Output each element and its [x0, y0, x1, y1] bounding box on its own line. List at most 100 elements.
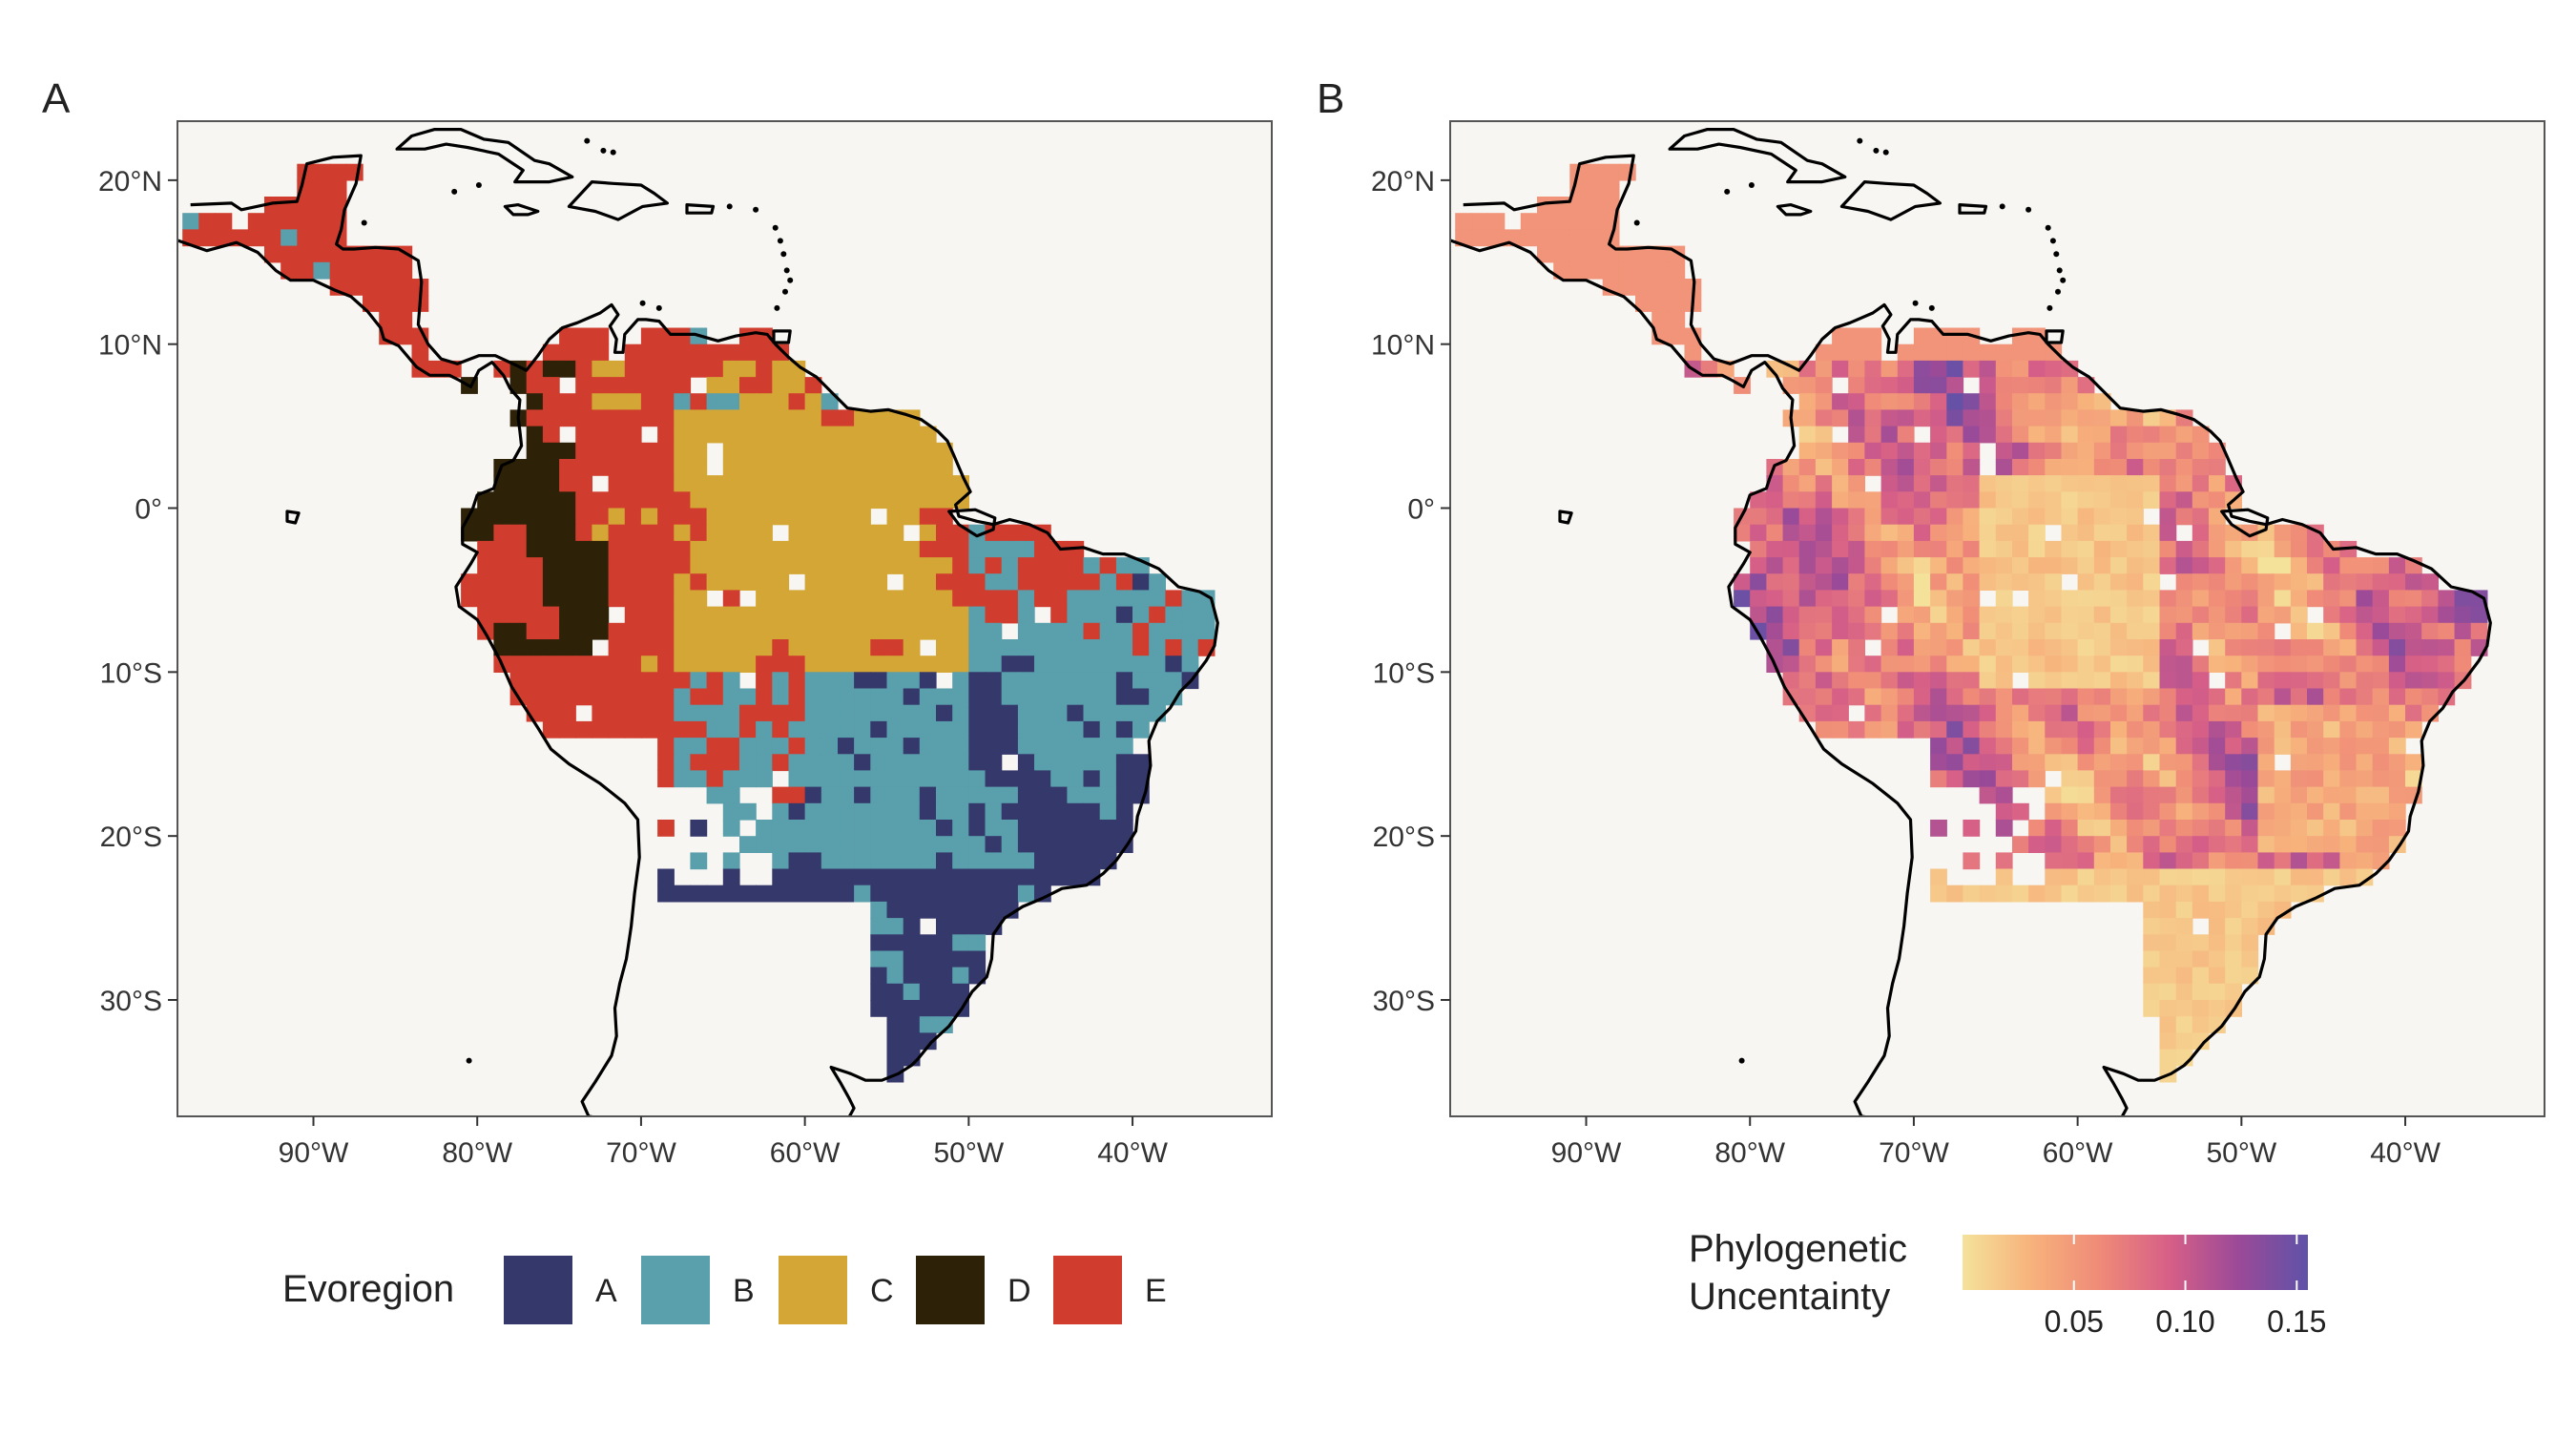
evoregion-cell — [280, 245, 298, 263]
uncertainty-cell — [1913, 343, 1931, 362]
uncertainty-cell — [2372, 606, 2390, 624]
evoregion-cell — [722, 884, 740, 903]
evoregion-cell — [542, 704, 560, 722]
uncertainty-cell — [1537, 197, 1554, 214]
uncertainty-cell — [1832, 540, 1849, 558]
uncertainty-cell — [2290, 852, 2308, 870]
uncertainty-cell — [1880, 524, 1899, 542]
uncertainty-cell — [2143, 1000, 2161, 1017]
evoregion-cell — [706, 656, 724, 673]
evoregion-cell — [919, 704, 937, 722]
evoregion-cell — [854, 704, 871, 722]
uncertainty-cell — [2405, 672, 2422, 690]
uncertainty-cell — [2241, 720, 2259, 739]
evoregion-cell — [363, 261, 380, 280]
uncertainty-cell — [2045, 786, 2063, 804]
coastline-island — [395, 128, 574, 184]
uncertainty-cell — [2159, 934, 2177, 952]
uncertainty-cell — [2045, 622, 2063, 640]
uncertainty-cell — [2143, 606, 2161, 624]
evoregion-cell — [854, 820, 871, 837]
uncertainty-cell — [2209, 1016, 2226, 1033]
uncertainty-cell — [2061, 836, 2079, 853]
evoregion-cell — [756, 409, 773, 427]
evoregion-cell — [968, 852, 987, 870]
evoregion-cell — [1083, 720, 1101, 739]
uncertainty-cell — [1848, 688, 1865, 706]
uncertainty-cell — [2127, 639, 2144, 656]
uncertainty-cell — [1668, 295, 1686, 312]
island-dot — [519, 98, 525, 104]
evoregion-cell — [886, 901, 904, 919]
evoregion-cell — [509, 656, 528, 673]
uncertainty-cell — [2045, 409, 2063, 427]
uncertainty-cell — [1946, 656, 1964, 673]
evoregion-cell — [919, 606, 937, 624]
evoregion-cell — [706, 606, 724, 624]
uncertainty-cell — [1946, 590, 1964, 608]
uncertainty-cell — [2192, 1000, 2210, 1017]
uncertainty-cell — [1602, 261, 1620, 280]
uncertainty-cell — [1880, 720, 1899, 739]
evoregion-cell — [1067, 738, 1085, 755]
uncertainty-cell — [2290, 656, 2308, 673]
evoregion-cell — [411, 327, 429, 345]
uncertainty-cell — [2225, 802, 2242, 821]
uncertainty-cell — [2061, 672, 2079, 690]
uncertainty-colorbar-ticks: 0.05 0.10 0.15 — [2045, 1235, 2326, 1339]
evoregion-cell — [722, 573, 740, 591]
uncertainty-cell — [2143, 704, 2161, 722]
evoregion-cell — [608, 639, 626, 656]
island-dot — [772, 224, 779, 231]
evoregion-cell — [493, 590, 511, 608]
evoregion-cell — [772, 475, 790, 492]
evoregion-cell — [690, 409, 708, 427]
island-dot — [545, 114, 551, 119]
evoregion-cell — [952, 672, 969, 690]
evoregion-cell — [657, 606, 675, 624]
evoregion-cell — [870, 606, 888, 624]
evoregion-cell — [1034, 802, 1051, 821]
uncertainty-cell — [2339, 639, 2358, 656]
uncertainty-cell — [2110, 802, 2128, 821]
evoregion-cell — [968, 901, 987, 919]
evoregion-cell — [542, 573, 560, 591]
evoregion-cell — [985, 770, 1003, 788]
uncertainty-cell — [2388, 738, 2406, 755]
uncertainty-cell — [2241, 918, 2259, 935]
evoregion-cell — [1034, 754, 1051, 772]
uncertainty-cell — [1750, 557, 1767, 574]
uncertainty-cell — [2045, 557, 2063, 574]
uncertainty-cell — [2045, 639, 2063, 656]
evoregion-cell — [657, 459, 675, 476]
island-dot — [2049, 238, 2056, 244]
colorbar-tick-label: 0.10 — [2155, 1304, 2214, 1339]
uncertainty-cell — [2159, 720, 2177, 739]
evoregion-cell — [493, 606, 511, 624]
evoregion-cell — [903, 491, 921, 510]
evoregion-cell — [1115, 622, 1133, 640]
evoregion-cell — [870, 656, 888, 673]
evoregion-cell — [870, 590, 888, 608]
evoregion-cell — [952, 573, 969, 591]
evoregion-cell — [657, 360, 675, 378]
evoregion-cell — [968, 672, 987, 690]
evoregion-cell — [870, 524, 888, 542]
uncertainty-cell — [1471, 213, 1489, 230]
uncertainty-cell — [2274, 606, 2292, 624]
evoregion-cell — [559, 688, 576, 706]
evoregion-cell — [903, 934, 921, 952]
uncertainty-cell — [2093, 622, 2111, 640]
x-tick-label: 90°W — [279, 1137, 349, 1169]
uncertainty-cell — [2110, 688, 2128, 706]
evoregion-cell — [936, 1000, 953, 1017]
evoregion-cell — [1001, 557, 1019, 574]
evoregion-cell — [788, 738, 806, 755]
uncertainty-cell — [1946, 508, 1964, 526]
uncertainty-cell — [1586, 229, 1604, 247]
evoregion-cell — [936, 656, 953, 673]
uncertainty-cell — [1930, 442, 1947, 460]
uncertainty-cell — [2209, 852, 2226, 870]
evoregion-cell — [870, 475, 888, 492]
uncertainty-cell — [2077, 738, 2095, 755]
